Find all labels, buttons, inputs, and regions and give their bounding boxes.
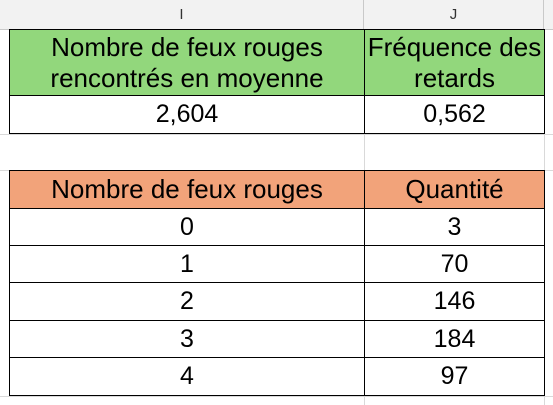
table-cell-feux[interactable]: 4 — [9, 357, 365, 396]
summary-value-left[interactable]: 2,604 — [9, 95, 365, 134]
table-cell-feux[interactable]: 1 — [9, 245, 365, 283]
column-header-i[interactable]: I — [0, 0, 364, 29]
table-cell-feux[interactable]: 2 — [9, 282, 365, 321]
table-cell-quantite[interactable]: 3 — [364, 208, 545, 246]
table-header-left[interactable]: Nombre de feux rouges — [9, 170, 365, 209]
summary-header-right[interactable]: Fréquence des retards — [364, 29, 545, 96]
table-cell-quantite[interactable]: 184 — [364, 320, 545, 358]
table-cell-quantite[interactable]: 97 — [364, 357, 545, 396]
table-cell-quantite[interactable]: 70 — [364, 245, 545, 283]
column-header-j[interactable]: J — [364, 0, 544, 29]
table-cell-feux[interactable]: 3 — [9, 320, 365, 358]
summary-value-right[interactable]: 0,562 — [364, 95, 545, 134]
table-cell-quantite[interactable]: 146 — [364, 282, 545, 321]
table-header-right[interactable]: Quantité — [364, 170, 545, 209]
grid-line — [0, 134, 553, 135]
grid-line — [0, 396, 553, 397]
table-cell-feux[interactable]: 0 — [9, 208, 365, 246]
summary-header-left[interactable]: Nombre de feux rouges rencontrés en moye… — [9, 29, 365, 96]
